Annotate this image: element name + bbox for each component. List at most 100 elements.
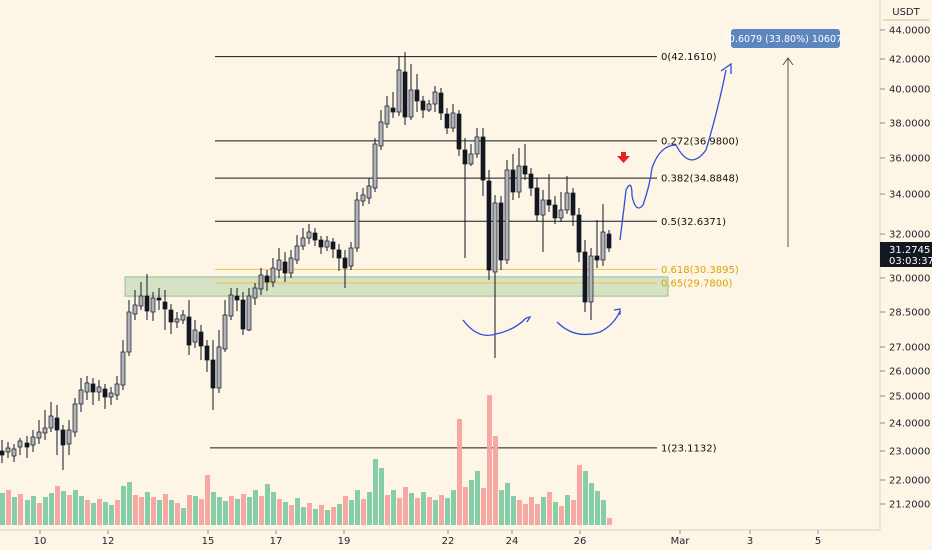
x-tick-label: 10: [34, 536, 47, 547]
candle-body: [0, 450, 5, 456]
volume-bar: [145, 492, 150, 525]
volume-bar: [175, 503, 180, 525]
x-tick-label: 12: [102, 536, 115, 547]
candle-body: [180, 314, 186, 321]
volume-bar: [259, 496, 264, 525]
candle-body: [432, 91, 438, 105]
candle-body: [378, 121, 384, 147]
candle-body: [258, 274, 264, 290]
volume-bar: [373, 459, 378, 525]
candle-body: [384, 105, 390, 125]
volume-bar: [379, 468, 384, 525]
candle-body: [372, 143, 378, 189]
candle-body: [54, 417, 60, 431]
candle-body: [222, 314, 228, 350]
last-price-badge: [880, 242, 932, 267]
volume-bar: [325, 510, 330, 525]
volume-bars: [0, 395, 612, 525]
volume-bar: [97, 499, 102, 525]
candle-body: [564, 192, 570, 211]
volume-bar: [157, 500, 162, 525]
candle-body: [84, 382, 90, 393]
volume-bar: [445, 498, 450, 525]
volume-bar: [109, 505, 114, 525]
projected-path-arrowhead: [720, 62, 732, 74]
volume-bar: [271, 492, 276, 525]
y-tick-label: 26.0000: [889, 367, 930, 378]
volume-bar: [577, 465, 582, 525]
candle-body: [414, 89, 420, 102]
volume-bar: [127, 482, 132, 525]
currency-label: USDT: [892, 7, 920, 18]
candle-body: [288, 257, 294, 274]
volume-bar: [0, 493, 5, 525]
volume-bar: [595, 491, 600, 525]
volume-bar: [583, 471, 588, 525]
x-tick-label: 24: [506, 536, 519, 547]
candle-body: [474, 136, 480, 155]
volume-bar: [235, 499, 240, 525]
volume-bar: [361, 499, 366, 525]
candle-body: [594, 255, 600, 261]
candle-body: [480, 136, 486, 181]
candle-body: [138, 295, 144, 307]
volume-bar: [493, 436, 498, 525]
volume-bar: [163, 494, 168, 525]
x-tick-label: 5: [815, 536, 821, 547]
candle-body: [60, 429, 66, 446]
volume-bar: [193, 496, 198, 525]
volume-bar: [403, 487, 408, 525]
candle-body: [174, 318, 180, 323]
x-tick-label: 15: [202, 536, 215, 547]
volume-bar: [565, 495, 570, 525]
candles: [0, 52, 612, 470]
curve-arrowhead: [613, 308, 621, 315]
candle-body: [552, 204, 558, 219]
volume-bar: [289, 505, 294, 525]
volume-bar: [223, 501, 228, 525]
fib-label: 0.618(30.3895): [661, 265, 739, 276]
candle-body: [402, 71, 408, 118]
measure-badge: [731, 29, 840, 48]
volume-bar: [355, 490, 360, 525]
candle-body: [408, 89, 414, 118]
volume-bar: [169, 500, 174, 525]
volume-bar: [18, 494, 23, 525]
volume-bar: [55, 486, 60, 525]
candle-body: [420, 100, 426, 111]
candle-body: [504, 169, 510, 261]
candle-body: [120, 351, 126, 386]
candle-body: [558, 209, 564, 219]
candle-body: [282, 261, 288, 274]
candle-body: [168, 309, 174, 323]
candle-body: [144, 295, 150, 312]
volume-bar: [541, 497, 546, 525]
candle-body: [324, 240, 330, 248]
candle-body: [192, 329, 198, 343]
volume-bar: [12, 497, 17, 525]
candle-body: [66, 429, 72, 445]
volume-bar: [85, 500, 90, 525]
volume-bar: [535, 504, 540, 525]
candle-body: [528, 173, 534, 189]
candle-body: [318, 239, 324, 248]
volume-bar: [607, 518, 612, 525]
volume-bar: [115, 500, 120, 525]
volume-bar: [313, 509, 318, 525]
candle-body: [468, 153, 474, 165]
fib-label: 0.65(29.7800): [661, 278, 733, 289]
candle-body: [42, 427, 48, 434]
volume-bar: [397, 498, 402, 525]
volume-bar: [439, 495, 444, 525]
curve-arrowhead: [525, 315, 532, 323]
volume-bar: [469, 480, 474, 525]
volume-bar: [295, 498, 300, 525]
candle-body: [264, 275, 270, 283]
fib-label: 1(23.1132): [661, 443, 717, 454]
volume-bar: [523, 504, 528, 525]
volume-bar: [6, 490, 11, 525]
candle-body: [36, 431, 42, 439]
volume-bar: [79, 496, 84, 525]
y-tick-label: 22.0000: [889, 476, 930, 487]
